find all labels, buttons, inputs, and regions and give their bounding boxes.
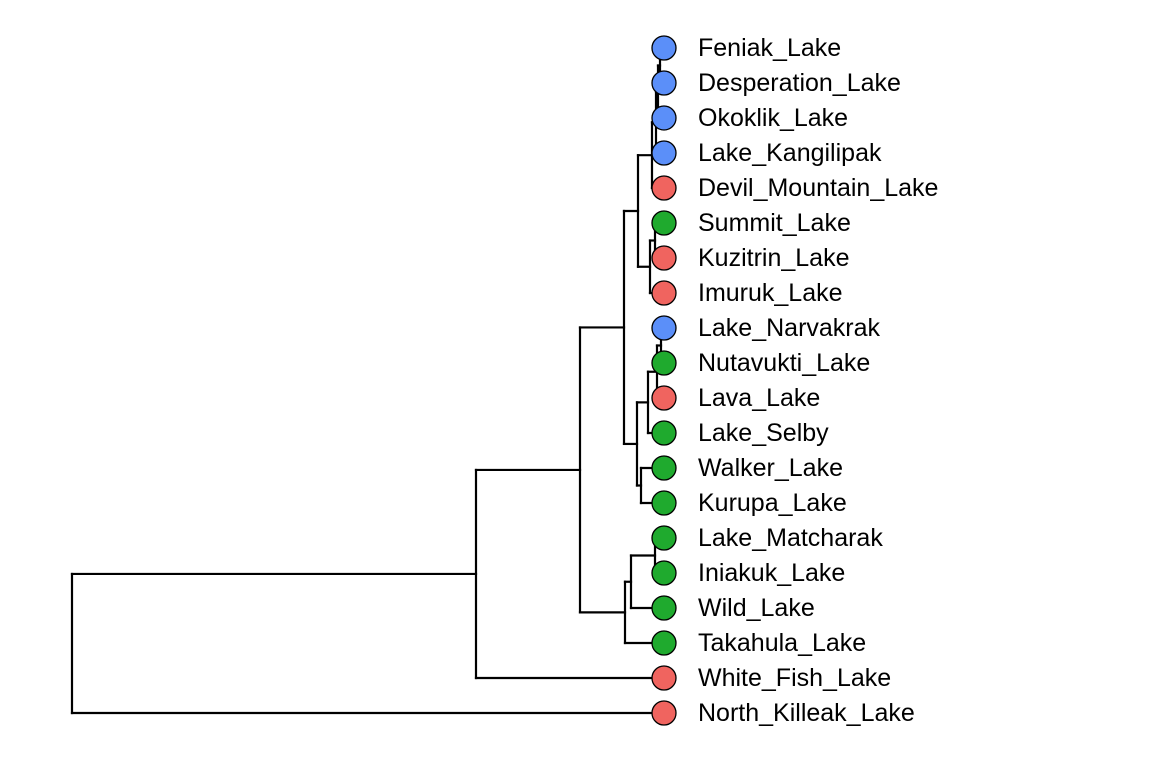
tip-label: Takahula_Lake: [698, 629, 866, 657]
tip-point: [651, 140, 677, 166]
tip-t11: Lava_Lake: [651, 384, 820, 412]
tip-label: Wild_Lake: [698, 594, 815, 622]
tip-point: [651, 175, 677, 201]
tip-t15: Lake_Matcharak: [651, 524, 883, 552]
tip-label: Iniakuk_Lake: [698, 559, 845, 587]
tip-t6: Summit_Lake: [651, 209, 851, 237]
tip-label: Devil_Mountain_Lake: [698, 174, 938, 202]
tip-point: [651, 105, 677, 131]
tip-label: Lake_Narvakrak: [698, 314, 881, 342]
tip-t12: Lake_Selby: [651, 419, 829, 447]
tip-point: [651, 700, 677, 726]
tip-label: Imuruk_Lake: [698, 279, 843, 307]
tip-t1: Feniak_Lake: [651, 34, 841, 62]
tip-point: [651, 245, 677, 271]
tip-point: [651, 385, 677, 411]
tip-t2: Desperation_Lake: [651, 69, 901, 97]
tip-t18: Takahula_Lake: [651, 629, 866, 657]
tip-t7: Kuzitrin_Lake: [651, 244, 849, 272]
tip-t14: Kurupa_Lake: [651, 489, 847, 517]
tip-point: [651, 630, 677, 656]
tip-t17: Wild_Lake: [651, 594, 815, 622]
tip-label: Lake_Kangilipak: [698, 139, 882, 167]
tip-t9: Lake_Narvakrak: [651, 314, 881, 342]
tree-branches: [70, 46, 666, 715]
tip-point: [651, 665, 677, 691]
tip-label: Lake_Selby: [698, 419, 829, 447]
tip-label: White_Fish_Lake: [698, 664, 891, 692]
tip-label: Desperation_Lake: [698, 69, 901, 97]
tip-label: Kuzitrin_Lake: [698, 244, 849, 272]
tip-label: North_Killeak_Lake: [698, 699, 915, 727]
tip-label: Okoklik_Lake: [698, 104, 848, 132]
tip-label: Lava_Lake: [698, 384, 820, 412]
tip-t13: Walker_Lake: [651, 454, 843, 482]
tip-point: [651, 35, 677, 61]
tip-t5: Devil_Mountain_Lake: [651, 174, 938, 202]
tip-t19: White_Fish_Lake: [651, 664, 891, 692]
tip-label: Feniak_Lake: [698, 34, 841, 62]
tip-point: [651, 560, 677, 586]
tip-t10: Nutavukti_Lake: [651, 349, 870, 377]
tip-point: [651, 420, 677, 446]
tip-t8: Imuruk_Lake: [651, 279, 843, 307]
tip-point: [651, 525, 677, 551]
tip-t3: Okoklik_Lake: [651, 104, 848, 132]
tip-label: Nutavukti_Lake: [698, 349, 870, 377]
tip-label: Walker_Lake: [698, 454, 843, 482]
tip-point: [651, 210, 677, 236]
tip-t4: Lake_Kangilipak: [651, 139, 882, 167]
tip-point: [651, 350, 677, 376]
tip-t16: Iniakuk_Lake: [651, 559, 845, 587]
tip-point: [651, 595, 677, 621]
tip-point: [651, 455, 677, 481]
tip-point: [651, 490, 677, 516]
tip-point: [651, 280, 677, 306]
tree-tips: Feniak_Lake Desperation_Lake Okoklik_Lake L…: [651, 34, 938, 727]
tip-label: Summit_Lake: [698, 209, 851, 237]
tip-label: Lake_Matcharak: [698, 524, 883, 552]
tip-point: [651, 315, 677, 341]
tip-label: Kurupa_Lake: [698, 489, 847, 517]
tip-point: [651, 70, 677, 96]
tip-t20: North_Killeak_Lake: [651, 699, 915, 727]
